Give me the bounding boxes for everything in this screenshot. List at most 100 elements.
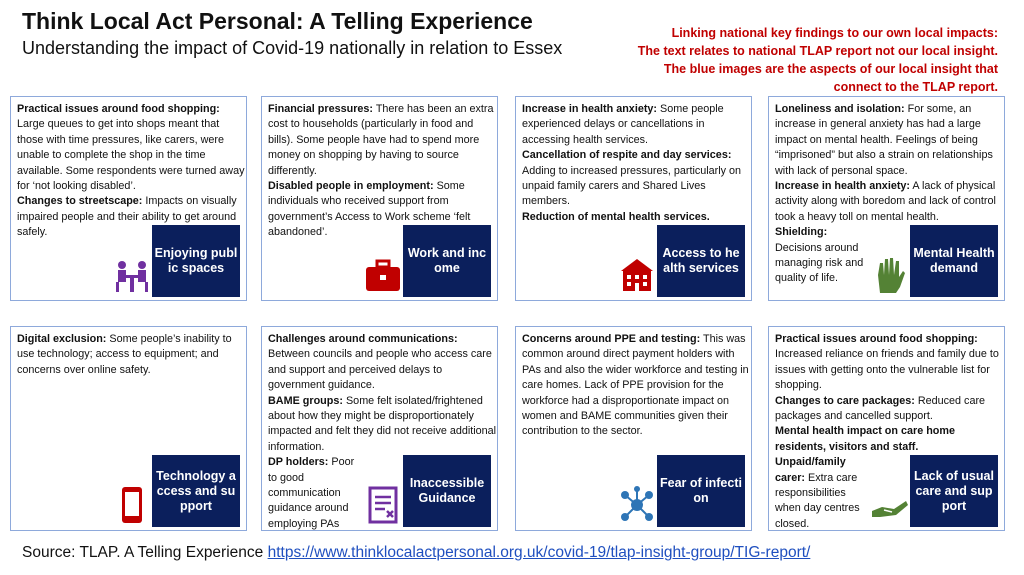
card: Lack of usual care and support Practical …	[768, 326, 1005, 531]
paragraph-text: There has been an extra cost to househol…	[268, 103, 494, 177]
paragraph-text: Between councils and people who access c…	[268, 348, 492, 392]
paragraph-heading: Concerns around PPE and testing:	[522, 333, 701, 345]
paragraph-text: Increased reliance on friends and family…	[775, 348, 999, 392]
paragraph: DP holders: Poor to good communication g…	[268, 455, 497, 530]
badge-area: Enjoying public spaces	[108, 225, 246, 299]
paragraph-heading: Unpaid/family carer:	[775, 456, 846, 484]
icon-graphic	[878, 258, 905, 293]
icon	[112, 255, 152, 295]
paragraph-text: A lack of physical activity along with b…	[775, 180, 996, 223]
card: Technology access and support Digital exc…	[10, 326, 247, 531]
icon-graphic	[122, 487, 142, 523]
icon-graphic	[116, 261, 148, 292]
paragraph: Financial pressures: There has been an e…	[268, 102, 497, 179]
note-line: Linking national key findings to our own…	[671, 26, 998, 40]
badge: Technology access and support	[152, 455, 240, 527]
paragraph-heading: Shielding:	[775, 226, 828, 239]
paragraph: Digital exclusion: Some people’s inabili…	[17, 332, 246, 378]
paragraph-heading: Practical issues around food shopping:	[17, 103, 220, 115]
subtitle: Understanding the impact of Covid-19 nat…	[22, 38, 563, 58]
paragraph-heading: Loneliness and isolation:	[775, 103, 905, 115]
note-line: The blue images are the aspects of our l…	[663, 62, 998, 76]
icon	[870, 485, 910, 525]
paragraph: Practical issues around food shopping: L…	[17, 102, 246, 194]
paragraph-heading: Cancellation of respite and day services…	[522, 149, 732, 162]
title: Think Local Act Personal: A Telling Expe…	[22, 8, 533, 34]
icon	[617, 485, 657, 525]
paragraph: Unpaid/family carer: Extra care responsi…	[775, 455, 1004, 530]
icon	[617, 255, 657, 295]
paragraph-text: Some felt isolated/frightened about how …	[268, 394, 497, 453]
paragraph-text: Large queues to get into shops meant tha…	[17, 118, 245, 193]
paragraph-text: This was common around direct payment ho…	[522, 333, 749, 438]
badge-area: Mental Health demand	[866, 225, 1004, 299]
badge-area: Fear of infection	[613, 455, 751, 529]
paragraph-text: Some individuals who received support fr…	[268, 180, 471, 239]
icon	[112, 485, 152, 525]
paragraph: Cancellation of respite and day services…	[522, 148, 751, 210]
paragraph-text: Adding to increased pressures, particula…	[522, 164, 742, 208]
badge-area: Lack of usual care and support	[866, 455, 1004, 529]
badge: Lack of usual care and support	[910, 455, 998, 527]
icon	[363, 485, 403, 525]
icon-graphic	[366, 259, 400, 291]
badge-area: Work and income	[359, 225, 497, 299]
badge: Access to health services	[657, 225, 745, 297]
paragraph: Disabled people in employment: Some indi…	[268, 179, 497, 241]
source-link[interactable]: https://www.thinklocalactpersonal.org.uk…	[267, 544, 811, 561]
paragraph-heading: Reduction of mental health services.	[522, 210, 710, 223]
card: Access to health services Increase in hea…	[515, 96, 752, 301]
paragraph-text: Decisions around managing risk and quali…	[775, 241, 864, 285]
paragraph-heading: Disabled people in employment:	[268, 180, 434, 193]
paragraph-heading: Changes to care packages:	[775, 394, 915, 407]
card: Mental Health demand Loneliness and isola…	[768, 96, 1005, 301]
icon-graphic	[368, 486, 398, 524]
paragraph-heading: Increase in health anxiety:	[775, 180, 911, 193]
badge: Fear of infection	[657, 455, 745, 527]
paragraph-heading: Financial pressures:	[268, 103, 374, 115]
icon-graphic	[621, 259, 653, 291]
badge: Inaccessible Guidance	[403, 455, 491, 527]
badge-area: Inaccessible Guidance	[359, 455, 497, 529]
badge: Work and income	[403, 225, 491, 297]
source: Source: TLAP. A Telling Experience https…	[22, 544, 810, 562]
paragraph: Increase in health anxiety: Some people …	[522, 102, 751, 148]
note-line: connect to the TLAP report.	[833, 80, 998, 94]
paragraph: Changes to care packages: Reduced care p…	[775, 394, 1004, 425]
paragraph-heading: BAME groups:	[268, 394, 343, 407]
source-text: Source: TLAP. A Telling Experience	[22, 544, 264, 561]
card: Enjoying public spaces Practical issues a…	[10, 96, 247, 301]
paragraph: BAME groups: Some felt isolated/frighten…	[268, 394, 497, 456]
paragraph: Reduction of mental health services.	[522, 210, 751, 225]
paragraph-heading: Practical issues around food shopping:	[775, 333, 978, 345]
paragraph: Challenges around communications: Betwee…	[268, 332, 497, 394]
paragraph-text: For some, an increase in general anxiety…	[775, 103, 993, 177]
paragraph: Increase in health anxiety: A lack of ph…	[775, 179, 1004, 225]
badge: Enjoying public spaces	[152, 225, 240, 297]
badge-area: Technology access and support	[108, 455, 246, 529]
icon	[363, 255, 403, 295]
paragraph-text: Extra care responsibilities when day cen…	[775, 471, 860, 530]
paragraph-heading: Changes to streetscape:	[17, 195, 143, 208]
paragraph-heading: Digital exclusion:	[17, 333, 107, 345]
paragraph: Mental health impact on care home reside…	[775, 424, 1004, 455]
paragraph-text: Some people experienced delays or cancel…	[522, 103, 724, 146]
icon-graphic	[872, 501, 908, 517]
note-line: The text relates to national TLAP report…	[637, 44, 998, 58]
paragraph: Loneliness and isolation: For some, an i…	[775, 102, 1004, 179]
badge: Mental Health demand	[910, 225, 998, 297]
paragraph: Changes to streetscape: Impacts on visua…	[17, 194, 246, 240]
icon	[870, 255, 910, 295]
paragraph-text: Impacts on visually impaired people and …	[17, 195, 237, 239]
paragraph-heading: Challenges around communications:	[268, 333, 458, 345]
paragraph-text: Poor to good communication guidance arou…	[268, 456, 355, 530]
paragraph-heading: Mental health impact on care home reside…	[775, 425, 955, 453]
icon-graphic	[621, 486, 653, 521]
paragraph-text: Some people’s inability to use technolog…	[17, 333, 232, 376]
card: Work and income Financial pressures: Ther…	[261, 96, 498, 301]
paragraph-heading: Increase in health anxiety:	[522, 103, 658, 115]
paragraph: Shielding: Decisions around managing ris…	[775, 225, 1004, 287]
paragraph-text: Reduced care packages and cancelled supp…	[775, 394, 986, 423]
card: Inaccessible Guidance Challenges around c…	[261, 326, 498, 531]
